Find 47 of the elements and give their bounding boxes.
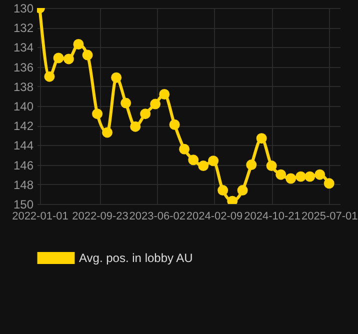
- point: [208, 156, 219, 166]
- x-tick-label: 2023-06-02: [129, 210, 186, 222]
- y-tick-label: 142: [13, 119, 34, 134]
- point: [198, 160, 209, 172]
- point: [276, 169, 286, 180]
- y-tick-label: 150: [13, 198, 34, 212]
- x-tick-label: 2024-02-09: [186, 210, 243, 222]
- y-tick-label: 136: [13, 60, 34, 74]
- point: [188, 154, 199, 166]
- point: [140, 108, 151, 120]
- point: [92, 108, 103, 120]
- y-tick-label: 138: [13, 80, 34, 94]
- y-tick-label: 148: [13, 178, 34, 192]
- point: [73, 39, 84, 50]
- point: [246, 160, 257, 170]
- point: [256, 133, 267, 144]
- point: [44, 71, 55, 82]
- point: [286, 173, 296, 184]
- point: [314, 169, 326, 180]
- y-tick-label: 134: [13, 40, 34, 55]
- x-tick-label: 2022-01-01: [12, 210, 68, 222]
- point: [218, 185, 228, 196]
- x-tick-label: 2025-07-01: [301, 210, 358, 222]
- point: [82, 50, 93, 60]
- point: [130, 121, 141, 132]
- point: [111, 72, 122, 83]
- point: [150, 98, 161, 110]
- point: [179, 144, 190, 154]
- point: [266, 160, 277, 172]
- x-tick-label: 2024-10-21: [244, 210, 300, 222]
- y-tick-label: 144: [13, 138, 34, 153]
- point: [53, 52, 64, 64]
- point: [102, 127, 112, 138]
- legend-label: Avg. pos. in lobby AU: [79, 251, 193, 265]
- point: [63, 54, 74, 64]
- y-tick-label: 132: [13, 21, 34, 36]
- point: [296, 171, 306, 182]
- y-tick-label: 130: [13, 2, 34, 16]
- point: [159, 89, 170, 100]
- x-tick-label: 2022-09-23: [72, 210, 128, 222]
- point: [324, 178, 334, 189]
- point: [237, 185, 248, 196]
- y-tick-label: 146: [13, 158, 34, 172]
- point: [169, 119, 180, 130]
- point: [304, 171, 316, 182]
- point: [120, 98, 132, 108]
- y-tick-label: 140: [13, 100, 34, 114]
